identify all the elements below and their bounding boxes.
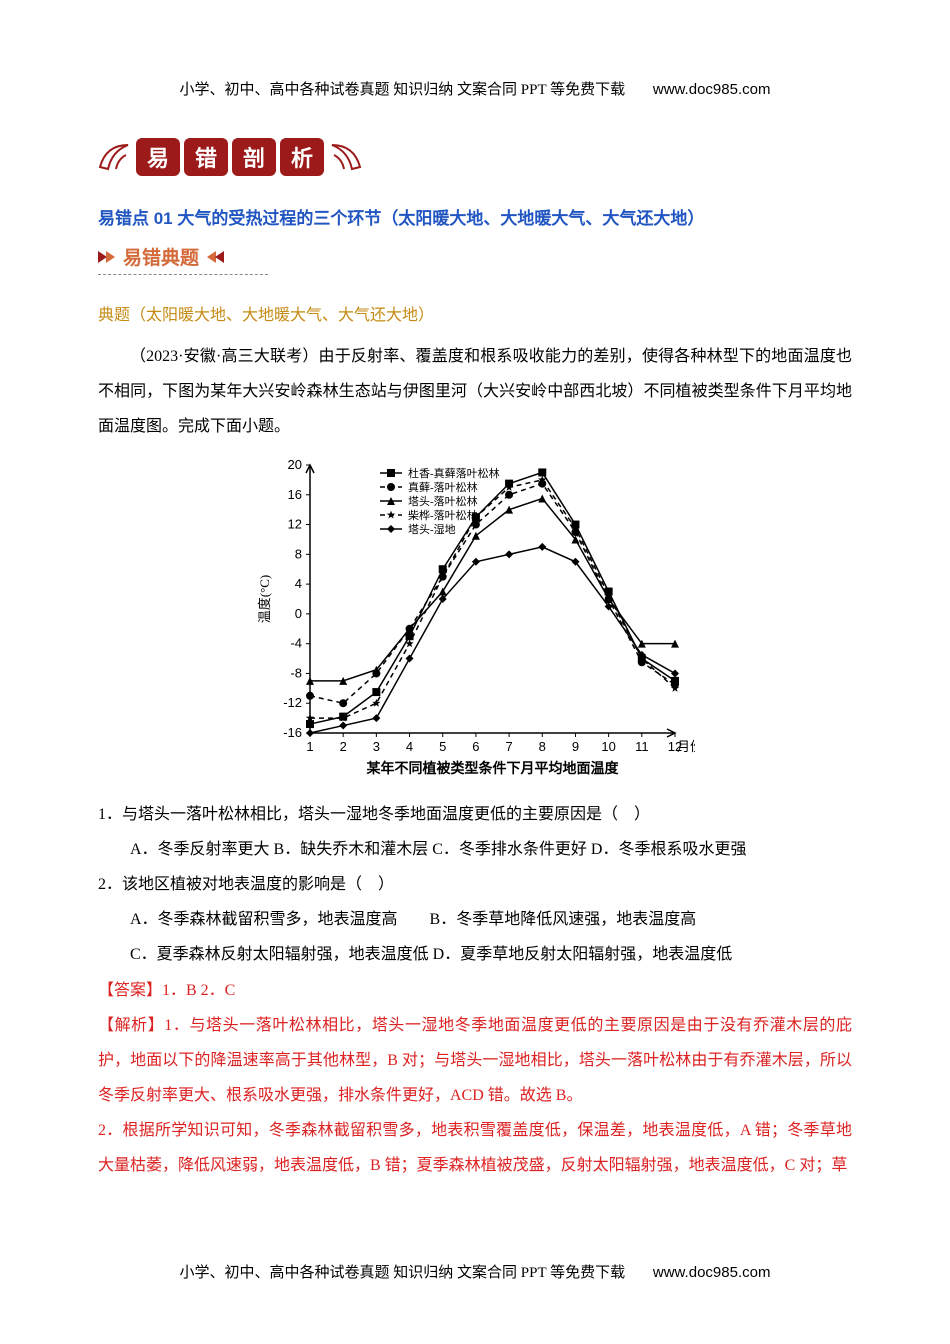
svg-text:月份: 月份: [677, 739, 695, 754]
svg-text:6: 6: [472, 739, 479, 754]
svg-text:16: 16: [288, 486, 302, 501]
svg-text:杜香-真藓落叶松林: 杜香-真藓落叶松林: [408, 466, 500, 480]
passage-text: （2023·安徽·高三大联考）由于反射率、覆盖度和根系吸收能力的差别，使得各种林…: [98, 339, 852, 445]
banner-char-3: 剖: [232, 138, 276, 176]
banner-decor-left-icon: [98, 141, 132, 173]
section-title: 易错点 01 大气的受热过程的三个环节（太阳暖大地、大地暖大气、大气还大地）: [98, 204, 852, 229]
header-text: 小学、初中、高中各种试卷真题 知识归纳 文案合同 PPT 等免费下载: [180, 82, 626, 98]
svg-text:-16: -16: [283, 725, 302, 740]
svg-text:塔头-湿地: 塔头-湿地: [408, 523, 456, 536]
svg-text:2: 2: [340, 739, 347, 754]
svg-text:12: 12: [288, 516, 302, 531]
svg-text:7: 7: [505, 739, 512, 754]
q1-options: A．冬季反射率更大 B．缺失乔木和灌木层 C．冬季排水条件更好 D．冬季根系吸水…: [98, 832, 852, 867]
banner: 易 错 剖 析: [136, 138, 324, 176]
explanation-1: 【解析】1．与塔头一落叶松林相比，塔头一湿地冬季地面温度更低的主要原因是由于没有…: [98, 1008, 852, 1114]
svg-text:5: 5: [439, 739, 446, 754]
svg-text:20: 20: [288, 457, 302, 472]
q2-option-line-1: A．冬季森林截留积雪多，地表温度高 B．冬季草地降低风速强，地表温度高: [98, 902, 852, 937]
chart-container: -16-12-8-4048121620123456789101112温度(°C)…: [98, 453, 852, 783]
svg-text:0: 0: [295, 605, 302, 620]
banner-row: 易 错 剖 析: [98, 138, 852, 176]
answer: 【答案】1．B 2．C: [98, 973, 852, 1008]
svg-text:4: 4: [406, 739, 413, 754]
svg-text:真藓-落叶松林: 真藓-落叶松林: [408, 480, 478, 494]
svg-text:-8: -8: [290, 665, 302, 680]
question-1: 1．与塔头一落叶松林相比，塔头一湿地冬季地面温度更低的主要原因是（ ）: [98, 797, 852, 832]
svg-text:柴桦-落叶松林: 柴桦-落叶松林: [408, 508, 478, 522]
footer-url: www.doc985.com: [653, 1264, 771, 1281]
temperature-chart: -16-12-8-4048121620123456789101112温度(°C)…: [255, 453, 695, 783]
svg-text:9: 9: [572, 739, 579, 754]
q1-num: 1．: [98, 806, 122, 823]
q2-option-line-2: C．夏季森林反射太阳辐射强，地表温度低 D．夏季草地反射太阳辐射强，地表温度低: [98, 937, 852, 972]
svg-text:-12: -12: [283, 695, 302, 710]
svg-text:-4: -4: [290, 635, 302, 650]
svg-text:10: 10: [601, 739, 615, 754]
banner-char-4: 析: [280, 138, 324, 176]
header-url: www.doc985.com: [653, 81, 771, 98]
dashed-divider: [98, 274, 268, 275]
question-2: 2．该地区植被对地表温度的影响是（ ）: [98, 867, 852, 902]
svg-text:8: 8: [539, 739, 546, 754]
page-header: 小学、初中、高中各种试卷真题 知识归纳 文案合同 PPT 等免费下载 www.d…: [0, 78, 950, 99]
svg-text:塔头-落叶松林: 塔头-落叶松林: [408, 494, 478, 508]
explanation-2: 2．根据所学知识可知，冬季森林截留积雪多，地表积雪覆盖度低，保温差，地表温度低，…: [98, 1113, 852, 1183]
triangle-left-icon: [215, 251, 224, 263]
page-footer: 小学、初中、高中各种试卷真题 知识归纳 文案合同 PPT 等免费下载 www.d…: [0, 1261, 950, 1282]
q2-stem: 该地区植被对地表温度的影响是（ ）: [122, 876, 394, 893]
sub-heading-text: 易错典题: [123, 243, 199, 270]
triangle-right-icon: [106, 251, 115, 263]
svg-text:4: 4: [295, 576, 302, 591]
svg-text:11: 11: [635, 739, 649, 754]
q1-stem: 与塔头一落叶松林相比，塔头一湿地冬季地面温度更低的主要原因是（ ）: [122, 806, 650, 823]
svg-text:8: 8: [295, 546, 302, 561]
q2-num: 2．: [98, 876, 122, 893]
banner-char-2: 错: [184, 138, 228, 176]
svg-text:1: 1: [306, 739, 313, 754]
svg-text:温度(°C): 温度(°C): [257, 574, 272, 623]
banner-decor-right-icon: [328, 141, 362, 173]
footer-text: 小学、初中、高中各种试卷真题 知识归纳 文案合同 PPT 等免费下载: [180, 1265, 626, 1281]
banner-char-1: 易: [136, 138, 180, 176]
svg-text:某年不同植被类型条件下月平均地面温度: 某年不同植被类型条件下月平均地面温度: [367, 760, 620, 777]
svg-text:3: 3: [373, 739, 380, 754]
sub-heading: 易错典题: [98, 243, 852, 270]
dianti-title: 典题（太阳暖大地、大地暖大气、大气还大地）: [98, 301, 852, 325]
